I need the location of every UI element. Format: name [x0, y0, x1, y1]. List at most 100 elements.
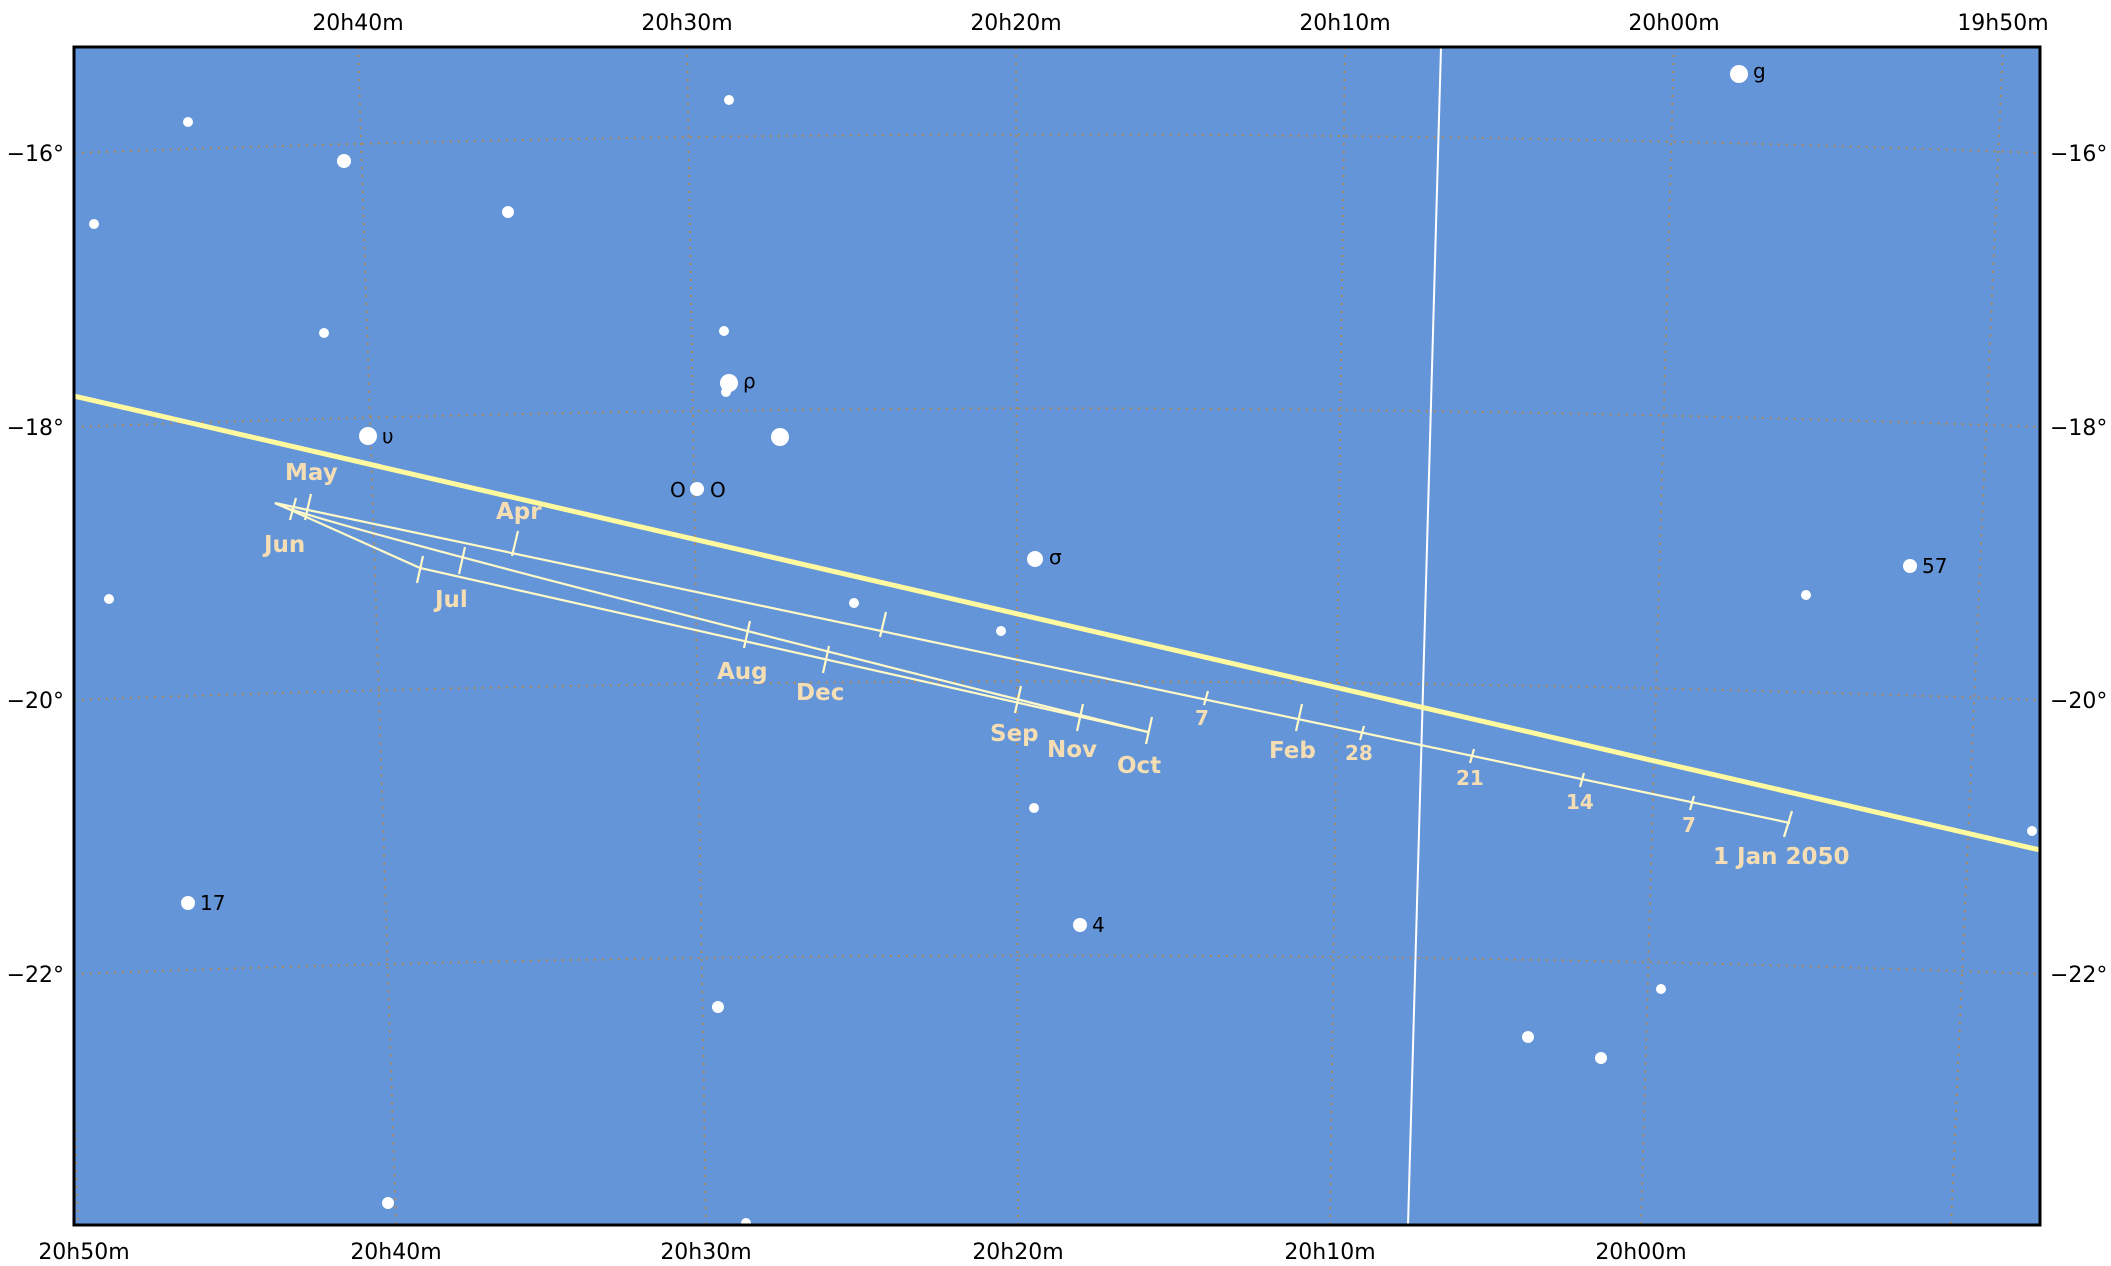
star [337, 154, 351, 168]
date-tick [1075, 703, 1085, 732]
star-label-sigma: σ [1049, 545, 1062, 569]
star [724, 95, 734, 105]
star [1029, 803, 1039, 813]
star [712, 1001, 724, 1013]
label-sep: Sep [990, 721, 1039, 747]
star [319, 328, 329, 338]
star [771, 428, 789, 446]
date-tick [457, 546, 467, 575]
label-dec: Dec [796, 680, 844, 706]
date-tick [1468, 748, 1476, 764]
label-day-7-early: 7 [1195, 706, 1209, 730]
label-aug: Aug [717, 659, 768, 685]
date-tick [1688, 795, 1696, 811]
label-day-7: 7 [1682, 813, 1696, 837]
label-day-28: 28 [1345, 741, 1373, 765]
label-apr: Apr [496, 499, 542, 525]
star [382, 1197, 394, 1209]
star [104, 594, 114, 604]
star [1522, 1031, 1534, 1043]
star-label-omicron-left: O [670, 478, 686, 502]
star-label-g: g [1753, 59, 1766, 83]
star-sigma [1027, 551, 1043, 567]
stars [89, 65, 2037, 1225]
label-jun: Jun [262, 532, 305, 558]
ra-bottom-label: 20h10m [1284, 1240, 1375, 1265]
date-tick [742, 620, 752, 649]
star [1595, 1052, 1607, 1064]
dec-left-label: −22° [7, 963, 64, 988]
label-day-14: 14 [1566, 790, 1594, 814]
date-tick [1202, 690, 1210, 706]
dec-right-label: −18° [2050, 416, 2107, 441]
star [89, 219, 99, 229]
star [721, 387, 731, 397]
galactic-line [1407, 47, 1442, 1225]
date-tick [1782, 810, 1794, 838]
label-oct: Oct [1117, 753, 1161, 779]
ra-bottom-label: 20h50m [38, 1240, 129, 1265]
star-label-rho: ρ [743, 369, 756, 393]
date-tick [1013, 685, 1023, 714]
plot-frame [72, 45, 2042, 1227]
star [719, 326, 729, 336]
ra-axis-bottom: 20h50m 20h40m 20h30m 20h20m 20h10m 20h00… [38, 1240, 1686, 1265]
date-tick [1144, 716, 1154, 745]
dec-axis-right: −16° −18° −20° −22° [2050, 142, 2107, 988]
label-start-date: 1 Jan 2050 [1713, 844, 1849, 870]
date-tick [878, 611, 888, 638]
dec-right-label: −22° [2050, 963, 2107, 988]
apparent-path [274, 493, 1794, 838]
ra-bottom-label: 20h20m [972, 1240, 1063, 1265]
date-tick [1358, 725, 1366, 741]
star-label-upsilon: υ [382, 424, 394, 448]
dec-right-label: −20° [2050, 689, 2107, 714]
ra-bottom-label: 20h00m [1595, 1240, 1686, 1265]
ra-top-label: 20h40m [312, 11, 403, 36]
ra-axis-top: 20h40m 20h30m 20h20m 20h10m 20h00m 19h50… [312, 11, 2048, 36]
date-tick [1578, 772, 1586, 788]
star-label-omicron-right: O [710, 478, 726, 502]
star-4 [1073, 918, 1087, 932]
path-labels: May Apr Jun Jul Aug Dec Sep Nov Oct Feb … [262, 460, 1849, 870]
label-nov: Nov [1047, 737, 1097, 763]
ra-top-label: 19h50m [1957, 11, 2048, 36]
star-label-57: 57 [1922, 554, 1947, 578]
star [183, 117, 193, 127]
label-feb: Feb [1269, 738, 1316, 764]
star [996, 626, 1006, 636]
date-tick [1294, 703, 1304, 732]
date-tick [510, 530, 520, 557]
ra-bottom-label: 20h40m [350, 1240, 441, 1265]
star [502, 206, 514, 218]
dec-left-label: −16° [7, 142, 64, 167]
ra-bottom-label: 20h30m [660, 1240, 751, 1265]
star-upsilon [359, 427, 377, 445]
ra-top-label: 20h30m [641, 11, 732, 36]
star-labels: υ ρ O O σ g 57 17 4 [200, 59, 1947, 937]
label-may: May [285, 460, 338, 486]
star [2027, 826, 2037, 836]
date-tick [821, 645, 831, 674]
ra-top-label: 20h00m [1628, 11, 1719, 36]
star [849, 598, 859, 608]
label-jul: Jul [433, 587, 468, 613]
dec-right-label: −16° [2050, 142, 2107, 167]
dec-axis-left: −16° −18° −20° −22° [7, 142, 64, 988]
ecliptic-line [74, 393, 2040, 853]
date-tick [288, 497, 298, 521]
dec-left-label: −20° [7, 689, 64, 714]
star [1801, 590, 1811, 600]
date-tick [415, 555, 425, 584]
star-label-17: 17 [200, 891, 225, 915]
sky-background [74, 47, 2040, 1225]
ra-top-label: 20h10m [1299, 11, 1390, 36]
star [741, 1218, 751, 1225]
star-17 [181, 896, 195, 910]
star-57 [1903, 559, 1917, 573]
date-tick [303, 493, 313, 521]
star-label-4: 4 [1092, 913, 1105, 937]
star-omicron [690, 482, 704, 496]
dec-left-label: −18° [7, 416, 64, 441]
